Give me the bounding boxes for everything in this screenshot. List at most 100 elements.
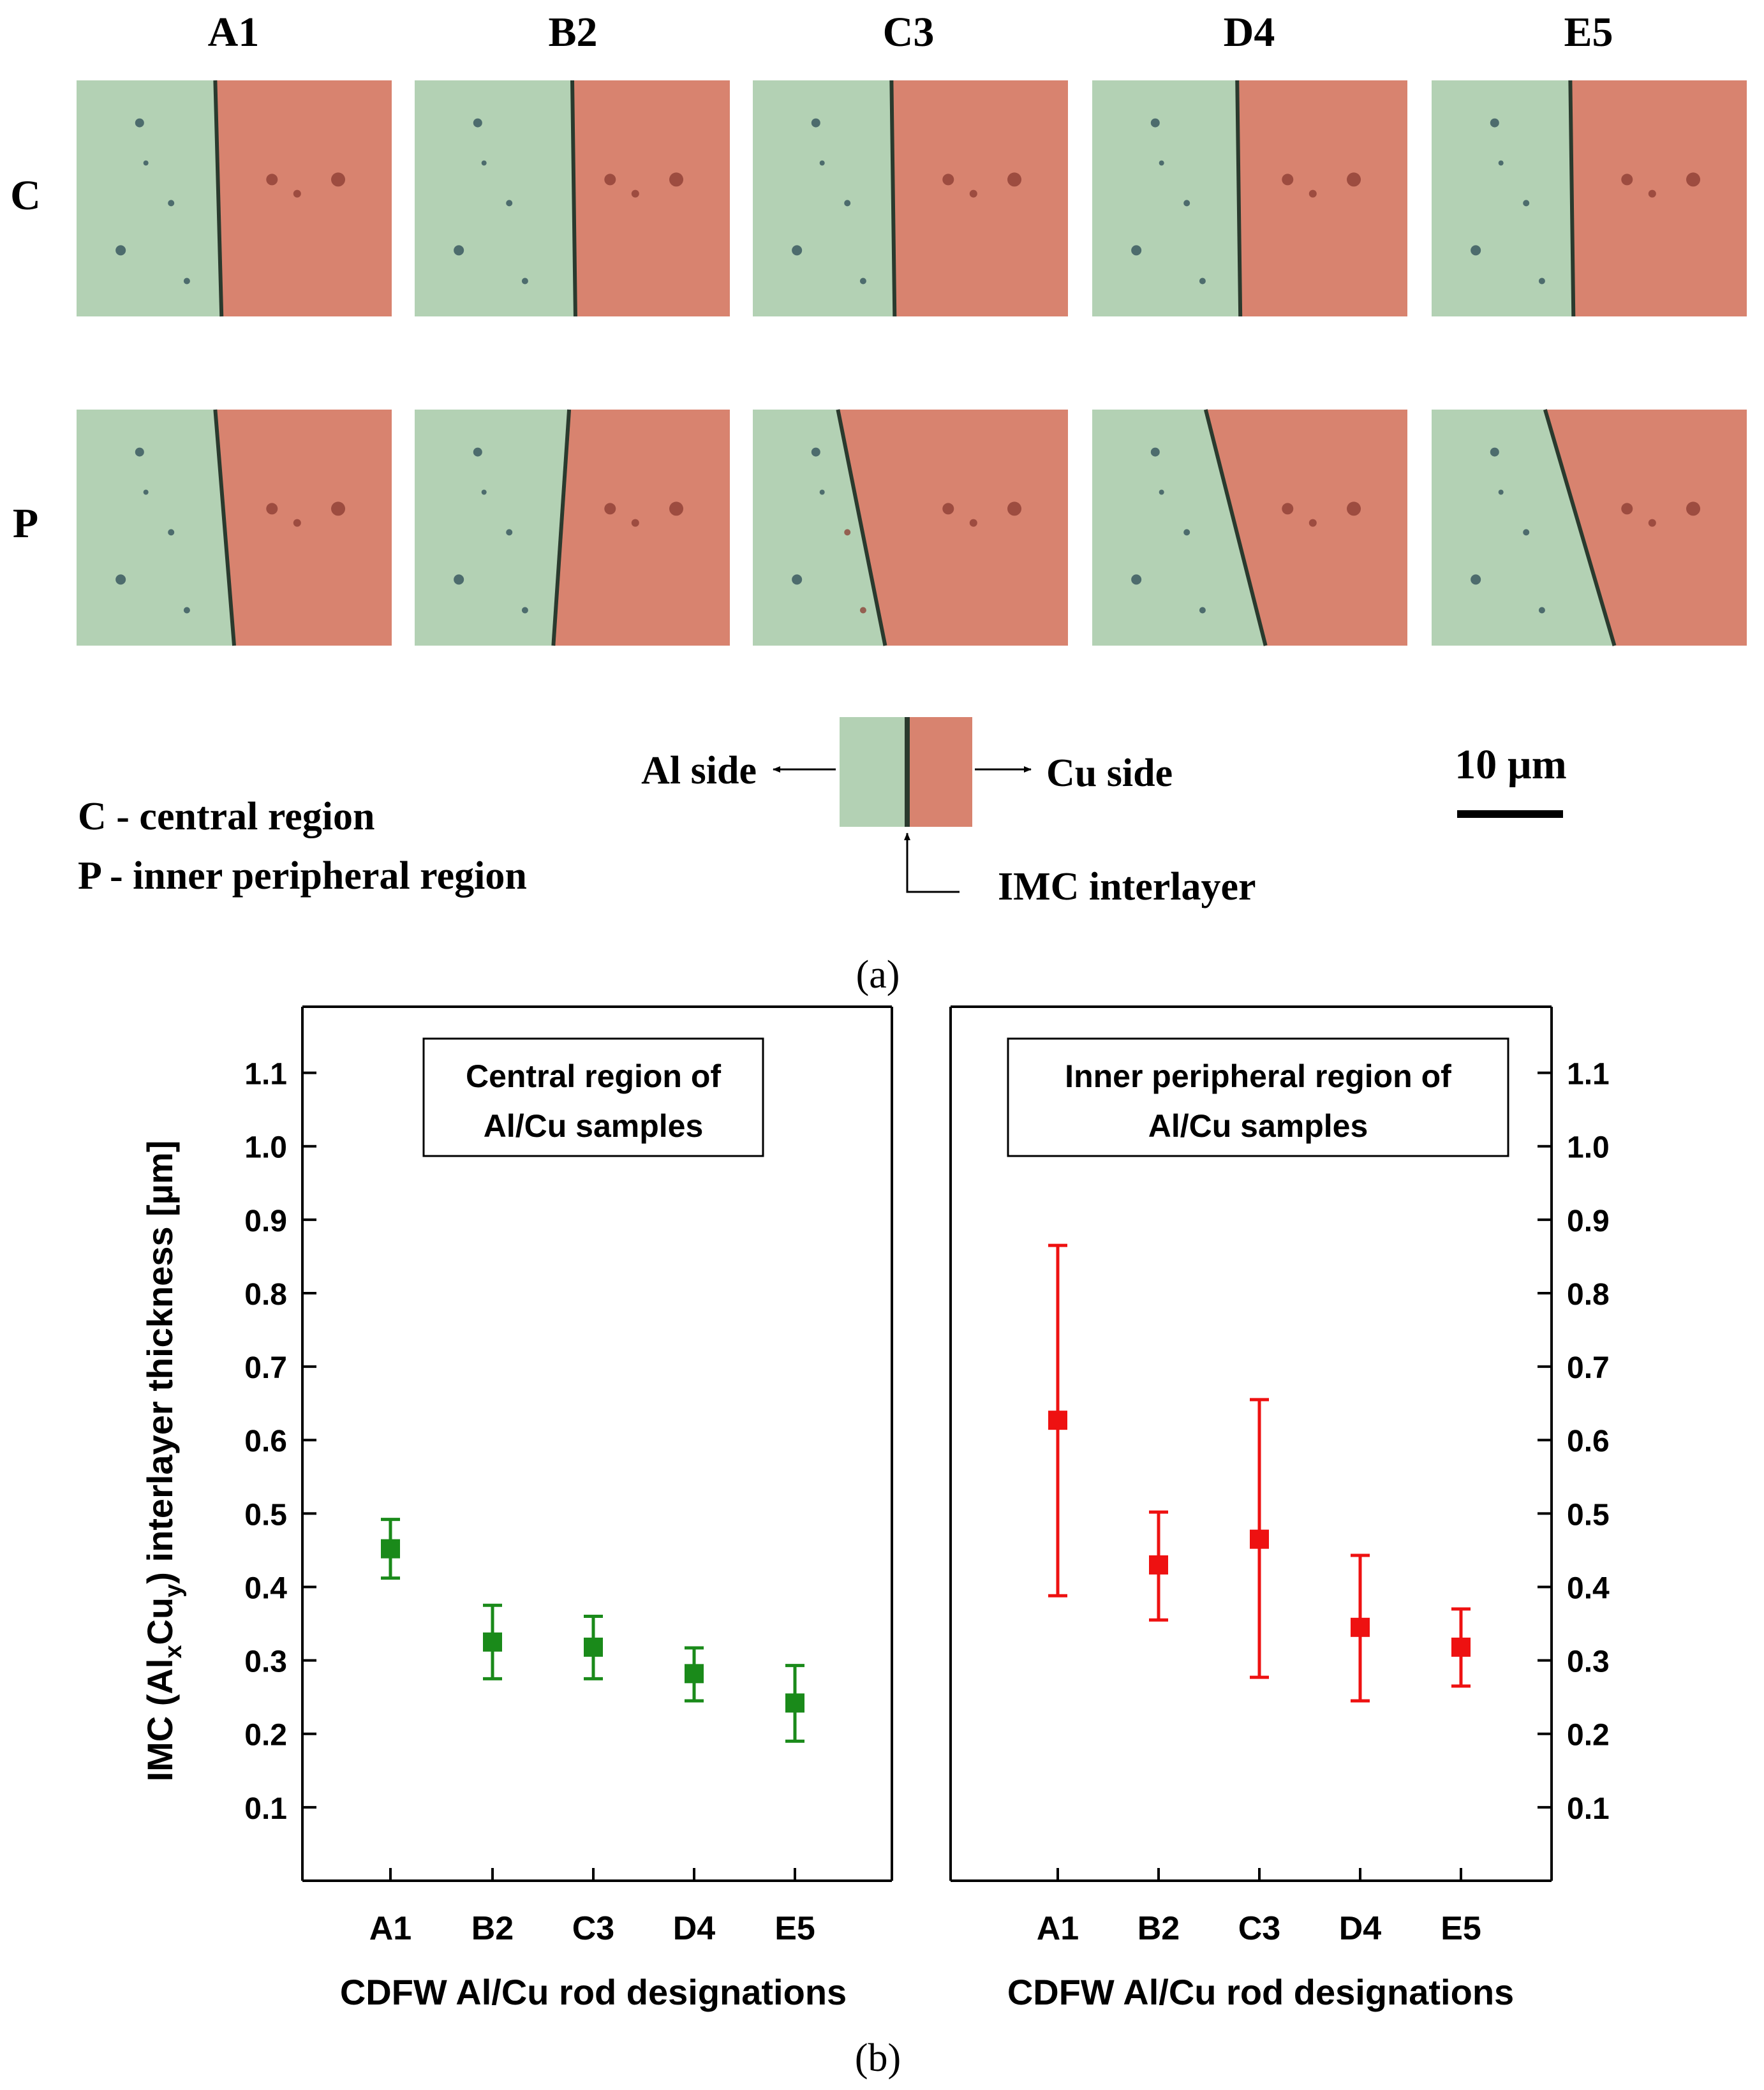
surface-pit [669,501,684,516]
surface-pit [1150,118,1160,128]
surface-pit [1490,118,1499,128]
y-tick-label-left: 0.6 [244,1425,287,1458]
surface-pit [115,245,126,256]
column-label-b2: B2 [548,9,597,56]
surface-pit [506,200,513,207]
surface-pit [143,489,149,495]
surface-pit [506,529,513,536]
surface-pit [1648,519,1656,527]
chart-ticks: 0.1 0.2 0.3 0.4 0.5 0.6 0.7 0.8 0.9 1.0 1.1 A1 B2 C3 D… [244,1058,1610,1947]
y-tick-label-right: 0.1 [1567,1792,1610,1826]
row-label-c: C [10,172,41,219]
chart-legends: Central region of Al/Cu samples Inner peri… [422,1037,1509,1157]
panel-a: A1 B2 C3 D4 E5 CP C - central region P - inn… [10,9,1747,997]
surface-pit [183,278,190,285]
surface-pit [604,174,616,186]
micrograph-p-d4 [1092,409,1407,646]
surface-pit [942,503,954,515]
x-tick-label-left-d4: D4 [673,1910,716,1947]
al-region [753,80,895,316]
surface-pit [811,118,820,128]
surface-pit [115,574,126,585]
micrograph-c-a1 [77,80,392,317]
surface-pit [1686,501,1701,516]
caption-b: (b) [855,2036,901,2080]
surface-pit [844,200,851,207]
surface-pit [1621,174,1633,186]
surface-pit [631,519,639,527]
row-label-p: P [13,500,38,547]
y-tick-label-right: 1.1 [1567,1058,1610,1092]
al-side-label: Al side [641,749,757,792]
surface-pit [473,118,482,128]
surface-pit [1159,489,1164,495]
surface-pit [1648,189,1656,198]
data-point-right-b2 [1149,1555,1168,1575]
panel-b: 0.1 0.2 0.3 0.4 0.5 0.6 0.7 0.8 0.9 1.0 1.1 A1 B2 C3 D… [140,1005,1610,2080]
y-tick-label-right: 0.9 [1567,1204,1610,1238]
micrograph-p-e5 [1432,409,1747,646]
surface-pit [1471,574,1481,585]
imc-interface-line [1543,409,1617,646]
legend-box-left [422,1037,764,1157]
column-label-e5: E5 [1564,9,1613,56]
surface-pit [859,607,866,614]
column-label-a1: A1 [208,9,260,56]
y-tick-label-right: 0.3 [1567,1645,1610,1679]
data-point-left-d4 [685,1664,704,1684]
legend-text-right: Inner peripheral region of [1065,1058,1451,1094]
x-axis-label-right: CDFW Al/Cu rod designations [1007,1972,1514,2012]
y-tick-label-right: 0.7 [1567,1351,1610,1385]
legend-text-left: Central region of [466,1058,721,1094]
surface-pit [1523,529,1530,536]
surface-pit [168,200,175,207]
y-tick-label-right: 0.5 [1567,1498,1610,1532]
y-tick-label-right: 0.8 [1567,1278,1610,1312]
surface-pit [792,245,803,256]
imc-interlayer-label: IMC interlayer [998,865,1256,908]
x-tick-label-right-a1: A1 [1037,1910,1079,1947]
chart-axes [301,1005,1553,1882]
surface-pit [266,174,278,186]
y-tick-label-left: 0.8 [244,1278,287,1312]
legend-box-right [1007,1037,1509,1157]
x-tick-label-right-b2: B2 [1138,1910,1180,1947]
surface-pit [1498,489,1504,495]
surface-pit [135,118,144,128]
imc-interface-line [570,80,577,317]
surface-pit [266,503,278,515]
surface-pit [135,447,144,457]
surface-pit [331,172,346,187]
surface-pit [942,174,954,186]
scale-bar-label: 10 µm [1455,741,1567,788]
y-tick-label-left: 0.3 [244,1645,287,1679]
column-label-c3: C3 [883,9,935,56]
micrograph-c-e5 [1432,80,1747,317]
micrograph-c-c3 [753,80,1068,317]
surface-pit [819,489,825,495]
al-region [1432,80,1574,316]
y-tick-label-left: 0.5 [244,1498,287,1532]
surface-pit [1523,200,1530,207]
inset-micrograph [840,717,972,827]
x-tick-label-left-a1: A1 [369,1910,411,1947]
surface-pit [669,172,684,187]
surface-pit [143,160,149,166]
surface-pit [792,574,803,585]
surface-pit [1183,200,1190,207]
data-point-right-e5 [1451,1637,1471,1657]
column-label-d4: D4 [1224,9,1275,56]
surface-pit [481,160,487,166]
y-tick-label-left: 0.9 [244,1204,287,1238]
legend-peripheral: P - inner peripheral region [78,854,527,898]
al-region [753,410,886,646]
surface-pit [454,245,464,256]
surface-pit [1471,245,1481,256]
data-point-left-b2 [483,1632,502,1652]
al-region [1092,410,1266,646]
y-tick-label-left: 0.1 [244,1792,287,1826]
surface-pit [1538,607,1545,614]
surface-pit [454,574,464,585]
data-point-left-e5 [785,1693,804,1713]
